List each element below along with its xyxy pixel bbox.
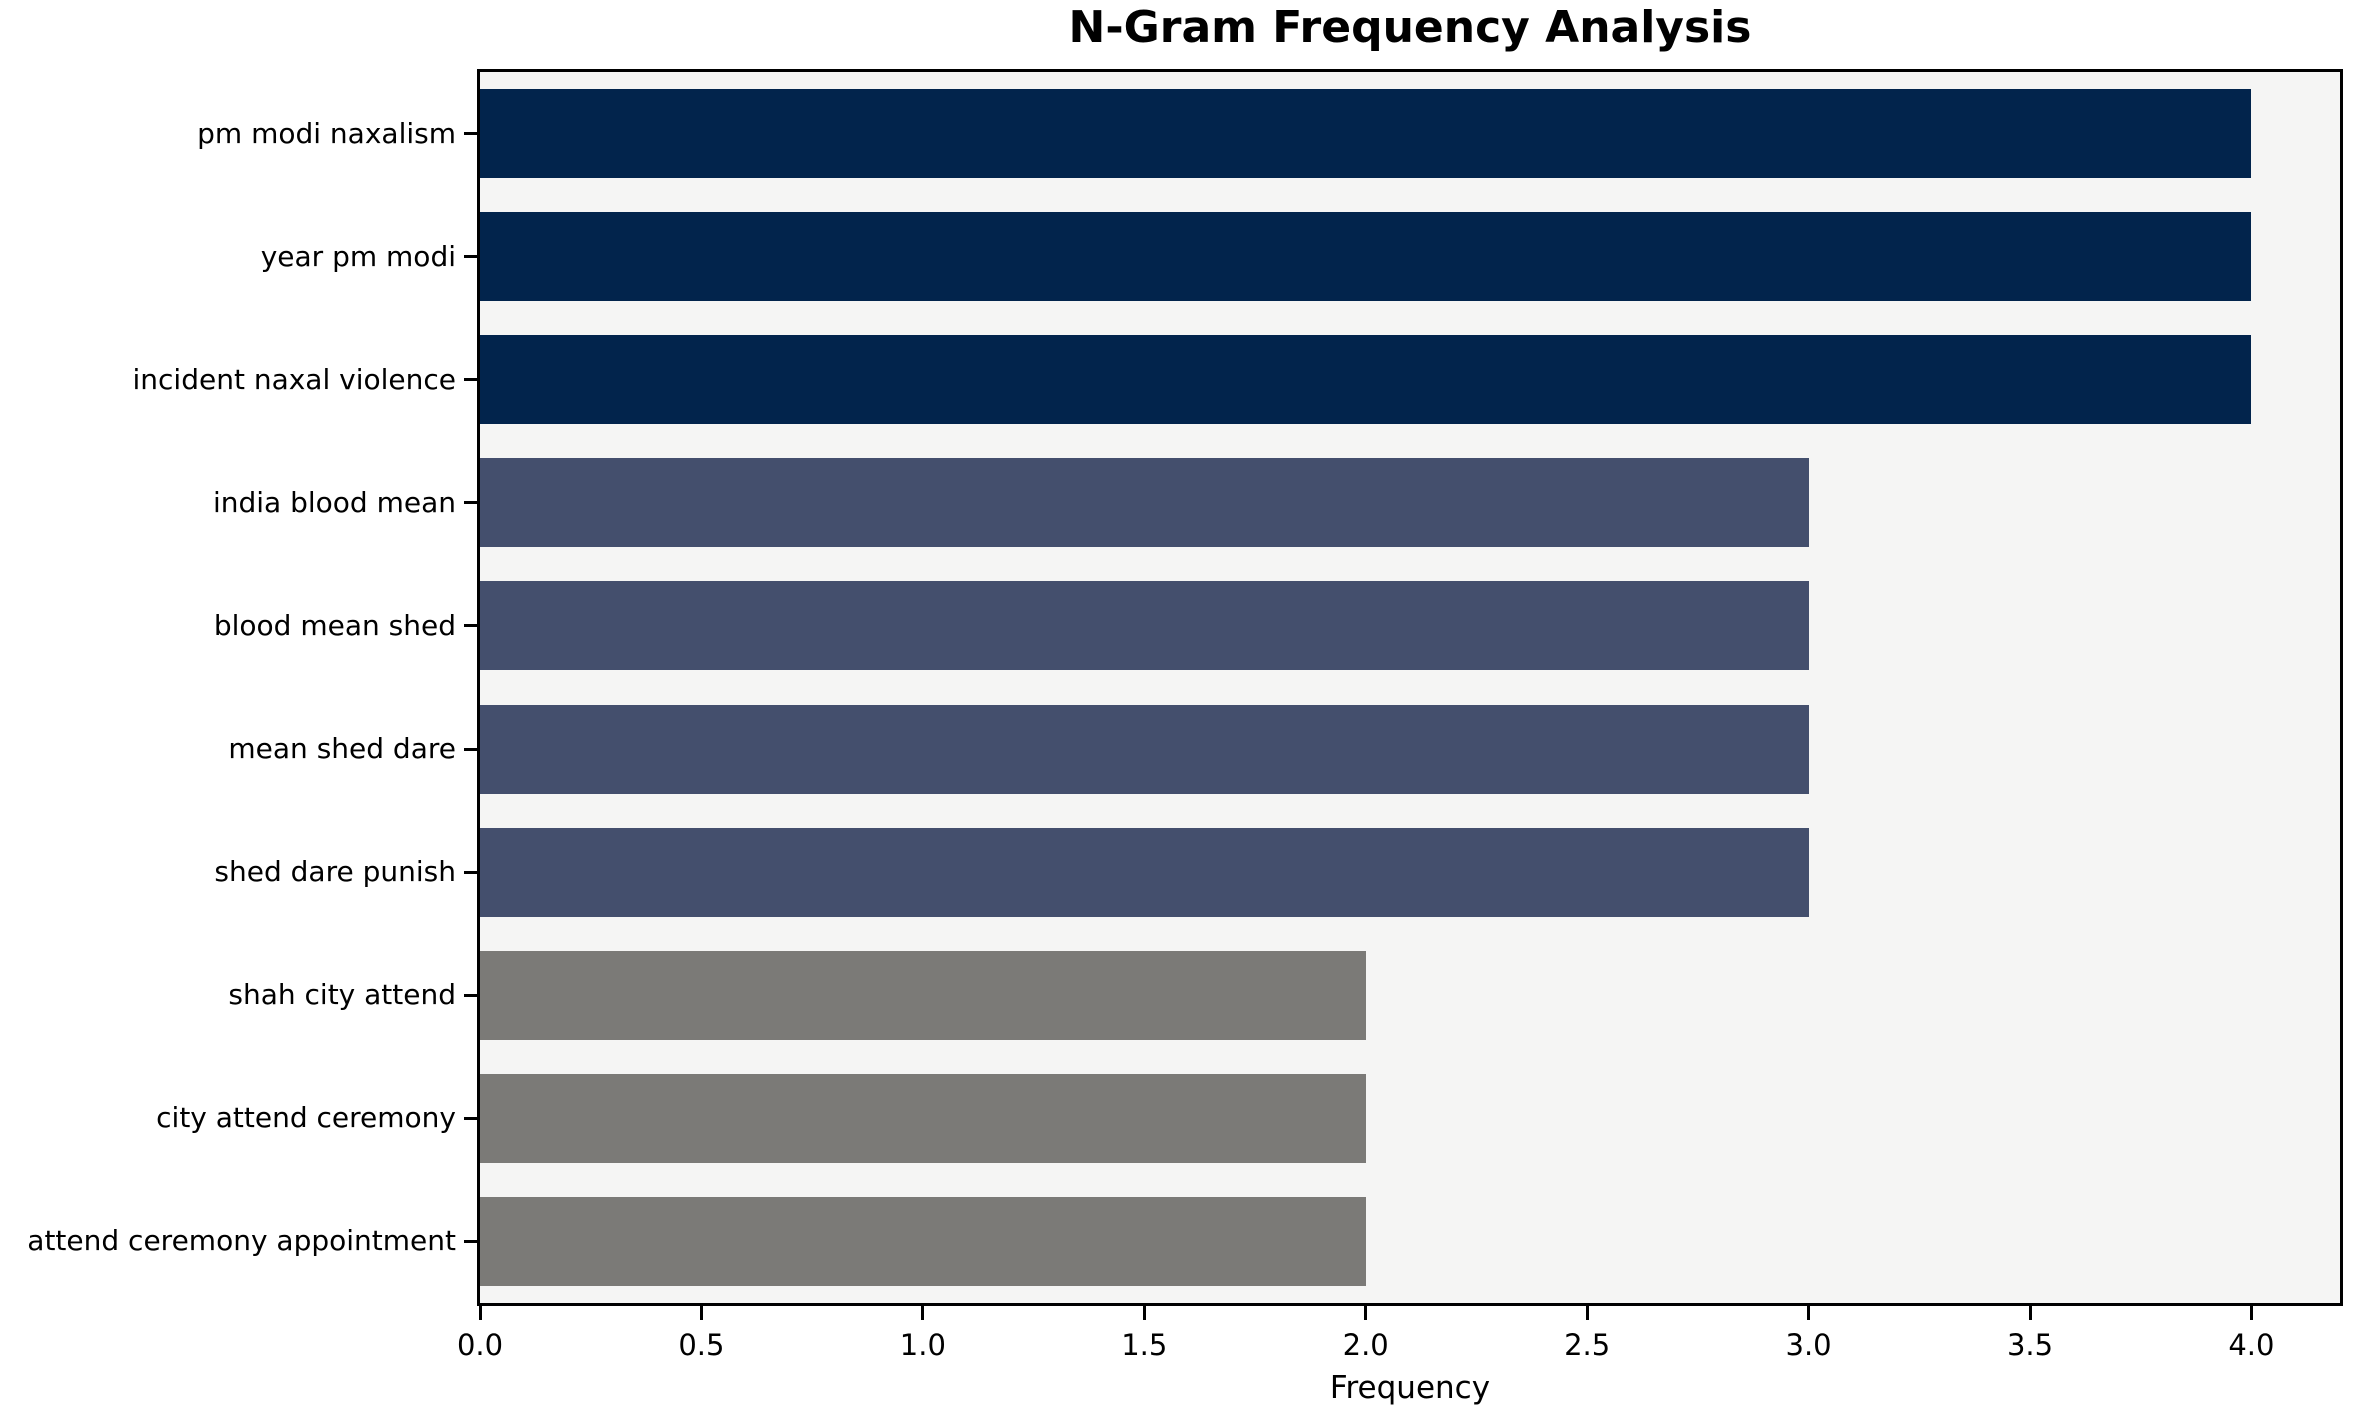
- x-tick-label-0.5: 0.5: [678, 1328, 725, 1362]
- y-tick-label-shah-city-attend: shah city attend: [228, 978, 456, 1012]
- bar-india-blood-mean: [480, 458, 1809, 548]
- bar-city-attend-ceremony: [480, 1073, 1366, 1163]
- y-tick-label-year-pm-modi: year pm modi: [260, 239, 456, 273]
- x-tick-label-1.5: 1.5: [1121, 1328, 1168, 1362]
- x-tick-label-2.5: 2.5: [1564, 1328, 1611, 1362]
- x-tick-mark: [699, 1306, 703, 1320]
- bar-attend-ceremony-appointment: [480, 1196, 1366, 1286]
- y-tick-label-india-blood-mean: india blood mean: [212, 485, 456, 519]
- chart-title: N-Gram Frequency Analysis: [1068, 2, 1752, 53]
- y-tick-label-mean-shed-dare: mean shed dare: [228, 732, 456, 766]
- x-tick-mark: [1142, 1306, 1146, 1320]
- y-tick-mark: [464, 747, 477, 751]
- y-tick-mark: [464, 1116, 477, 1120]
- y-tick-mark: [464, 255, 477, 259]
- x-tick-label-3.0: 3.0: [1785, 1328, 1832, 1362]
- x-tick-label-4.0: 4.0: [2228, 1328, 2275, 1362]
- y-tick-label-blood-mean-shed: blood mean shed: [213, 608, 456, 642]
- y-tick-mark: [464, 501, 477, 505]
- x-tick-mark: [1585, 1306, 1589, 1320]
- x-tick-label-2.0: 2.0: [1342, 1328, 1389, 1362]
- y-tick-mark: [464, 132, 477, 136]
- x-axis-title: Frequency: [1329, 1370, 1491, 1406]
- bar-shah-city-attend: [480, 950, 1366, 1040]
- bar-incident-naxal-violence: [480, 335, 2252, 425]
- bar-year-pm-modi: [480, 212, 2252, 302]
- x-tick-mark: [1807, 1306, 1811, 1320]
- x-tick-mark: [2249, 1306, 2253, 1320]
- bar-mean-shed-dare: [480, 704, 1809, 794]
- plot-area: [477, 69, 2343, 1306]
- x-tick-label-1.0: 1.0: [899, 1328, 946, 1362]
- y-tick-mark: [464, 378, 477, 382]
- y-tick-label-shed-dare-punish: shed dare punish: [214, 855, 456, 889]
- bar-pm-modi-naxalism: [480, 89, 2252, 179]
- y-tick-label-pm-modi-naxalism: pm modi naxalism: [197, 116, 456, 150]
- y-tick-mark: [464, 1239, 477, 1243]
- y-tick-mark: [464, 870, 477, 874]
- y-tick-label-city-attend-ceremony: city attend ceremony: [156, 1101, 456, 1135]
- x-tick-mark: [2028, 1306, 2032, 1320]
- y-tick-label-incident-naxal-violence: incident naxal violence: [132, 362, 457, 396]
- y-tick-mark: [464, 624, 477, 628]
- bar-shed-dare-punish: [480, 827, 1809, 917]
- x-tick-label-0.0: 0.0: [456, 1328, 504, 1362]
- x-tick-mark: [1364, 1306, 1368, 1320]
- bar-blood-mean-shed: [480, 581, 1809, 671]
- x-tick-mark: [921, 1306, 925, 1320]
- y-tick-label-attend-ceremony-appointment: attend ceremony appointment: [27, 1224, 456, 1258]
- x-tick-label-3.5: 3.5: [2006, 1328, 2054, 1362]
- x-tick-mark: [478, 1306, 482, 1320]
- y-tick-mark: [464, 993, 477, 997]
